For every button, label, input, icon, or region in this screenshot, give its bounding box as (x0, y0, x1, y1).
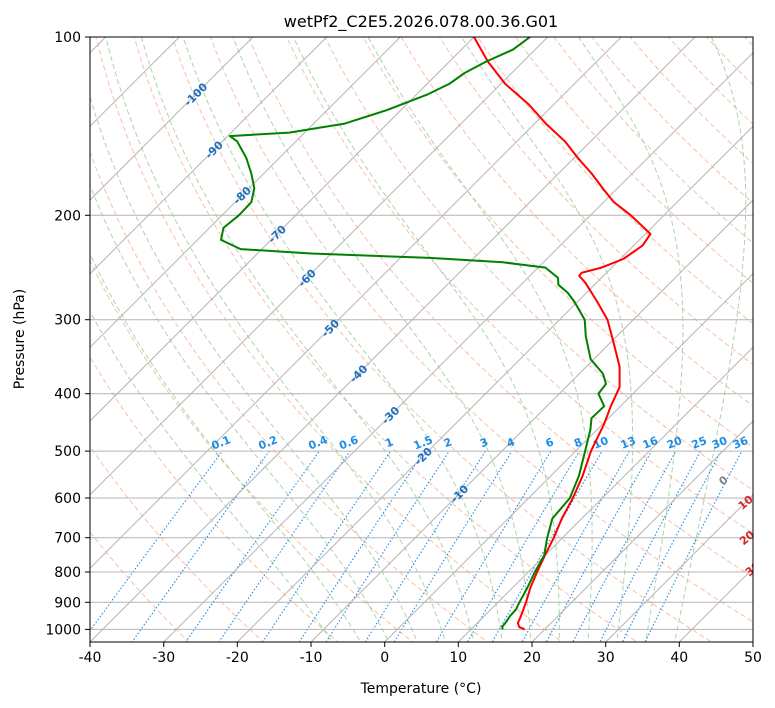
dry-adiabat-line (133, 37, 638, 642)
y-tick-label: 400 (54, 387, 81, 403)
background-lines (90, 37, 753, 642)
y-tick-label: 500 (54, 444, 81, 460)
mixing-ratio-label: 25 (690, 434, 709, 452)
isotherm-line (236, 125, 753, 642)
y-tick-label: 900 (54, 595, 81, 611)
moist-adiabats (90, 37, 747, 642)
y-tick-label: 1000 (45, 622, 81, 638)
dry-adiabat-line (95, 37, 564, 642)
mixing-ratio-label: 3 (478, 435, 490, 450)
y-tick-label: 600 (54, 491, 81, 507)
y-axis-label: Pressure (hPa) (12, 289, 28, 389)
sounding-profiles (220, 37, 652, 631)
x-tick-label: 30 (597, 650, 615, 666)
y-axis-ticks: 100 200 300 400 500 600 700 800 900 1000 (45, 30, 90, 638)
isotherm-line (605, 493, 753, 642)
isotherm-line (457, 346, 753, 642)
y-tick-label: 700 (54, 531, 81, 547)
dry-adiabat-line (90, 531, 190, 642)
mixing-ratio-label: 1 (383, 435, 395, 450)
isotherms (90, 37, 753, 642)
x-tick-label: -30 (152, 650, 175, 666)
moist-adiabat-line (105, 37, 447, 642)
mixing-ratio-label: 8 (572, 435, 584, 450)
moist-adiabat-line (577, 37, 684, 642)
chart-title: wetPf2_C2E5.2026.078.00.36.G01 (284, 12, 558, 32)
x-tick-label: 10 (449, 650, 467, 666)
mixing-ratio-label: 13 (619, 434, 638, 452)
moist-adiabat-line (292, 37, 560, 642)
y-tick-label: 800 (54, 565, 81, 581)
x-tick-label: 50 (744, 650, 762, 666)
x-axis-label: Temperature (°C) (360, 681, 482, 697)
dry-adiabat-line (90, 356, 340, 642)
moist-adiabat-line (90, 310, 333, 642)
x-tick-label: -40 (79, 650, 102, 666)
moist-adiabat-line (140, 37, 475, 642)
dry-adiabat-line (171, 37, 713, 642)
plot-frame (89, 36, 754, 643)
moist-adiabat-line (674, 37, 747, 642)
dry-adiabat-line (90, 445, 265, 642)
isotherm-line (384, 272, 753, 642)
isotherm-line (163, 51, 753, 642)
dry-adiabat-line (362, 37, 753, 449)
plot-area (90, 37, 753, 642)
moist-adiabat-line (182, 37, 503, 642)
moist-adiabat-line (367, 37, 593, 642)
isotherm-line (90, 37, 549, 496)
x-tick-label: 0 (380, 650, 389, 666)
dry-adiabat-label: 30 (743, 559, 763, 579)
isotherm-line (90, 37, 254, 201)
moist-adiabat-line (461, 37, 634, 642)
pressure-gridlines (90, 37, 753, 630)
x-tick-label: -20 (226, 650, 249, 666)
dry-adiabat-line (400, 37, 753, 407)
mixing-ratio-label: 2 (442, 435, 454, 450)
y-tick-label: 300 (54, 313, 81, 329)
x-tick-label: 20 (523, 650, 541, 666)
moist-adiabat-line (232, 37, 532, 642)
isotherm-line (531, 420, 753, 642)
x-tick-label: -10 (300, 650, 323, 666)
temperature-profile-line (473, 37, 652, 631)
isotherm-line (90, 37, 328, 275)
isotherm-line (90, 37, 401, 349)
y-tick-label: 100 (54, 30, 81, 46)
dry-adiabat-line (515, 37, 753, 284)
y-tick-label: 200 (54, 208, 81, 224)
dry-adiabat-line (248, 37, 753, 578)
isotherm-line (90, 37, 622, 570)
x-tick-label: 40 (670, 650, 688, 666)
mixing-ratio-label: 36 (731, 434, 750, 452)
dewpoint-profile-line (220, 37, 607, 630)
mixing-ratio-label: 20 (665, 434, 684, 452)
mixing-ratio-label: 30 (710, 434, 729, 452)
x-axis-ticks: -40 -30 -20 -10 0 10 20 30 40 50 (79, 642, 762, 666)
dry-adiabat-line (477, 37, 753, 325)
isotherm-line (90, 37, 696, 642)
moist-adiabat-line (90, 184, 390, 642)
isotherm-line (90, 37, 475, 422)
dry-adiabat-line (90, 259, 414, 642)
mixing-ratio-label: 16 (641, 434, 660, 452)
